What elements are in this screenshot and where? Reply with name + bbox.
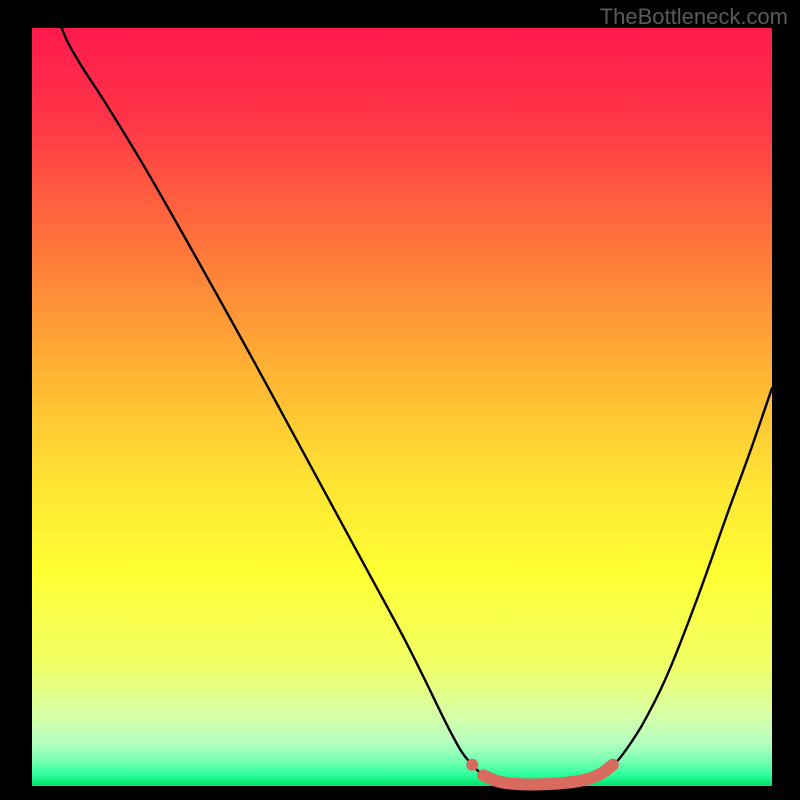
bottleneck-chart	[0, 0, 800, 800]
chart-container: TheBottleneck.com	[0, 0, 800, 800]
plot-background	[32, 28, 772, 786]
highlight-dot	[466, 759, 478, 771]
watermark-text: TheBottleneck.com	[600, 4, 788, 30]
